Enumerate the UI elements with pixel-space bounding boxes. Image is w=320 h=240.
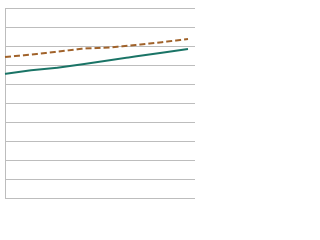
series-line [4, 38, 189, 58]
series-line [4, 48, 189, 75]
chart [4, 8, 195, 199]
